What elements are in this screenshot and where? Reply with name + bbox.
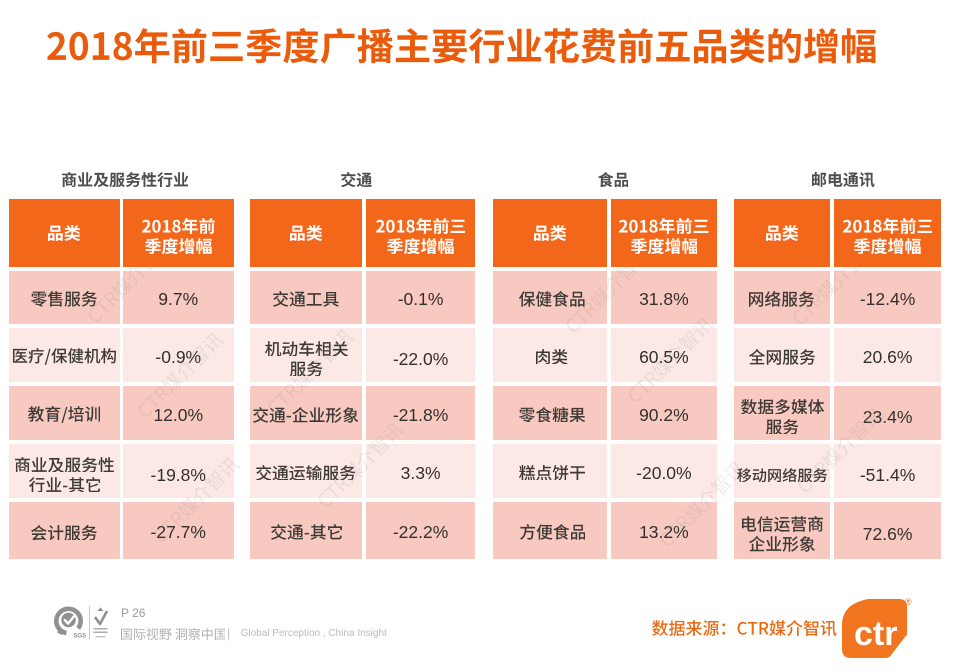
svg-text:SGS: SGS — [74, 634, 87, 640]
svg-text:ctr: ctr — [854, 615, 897, 653]
